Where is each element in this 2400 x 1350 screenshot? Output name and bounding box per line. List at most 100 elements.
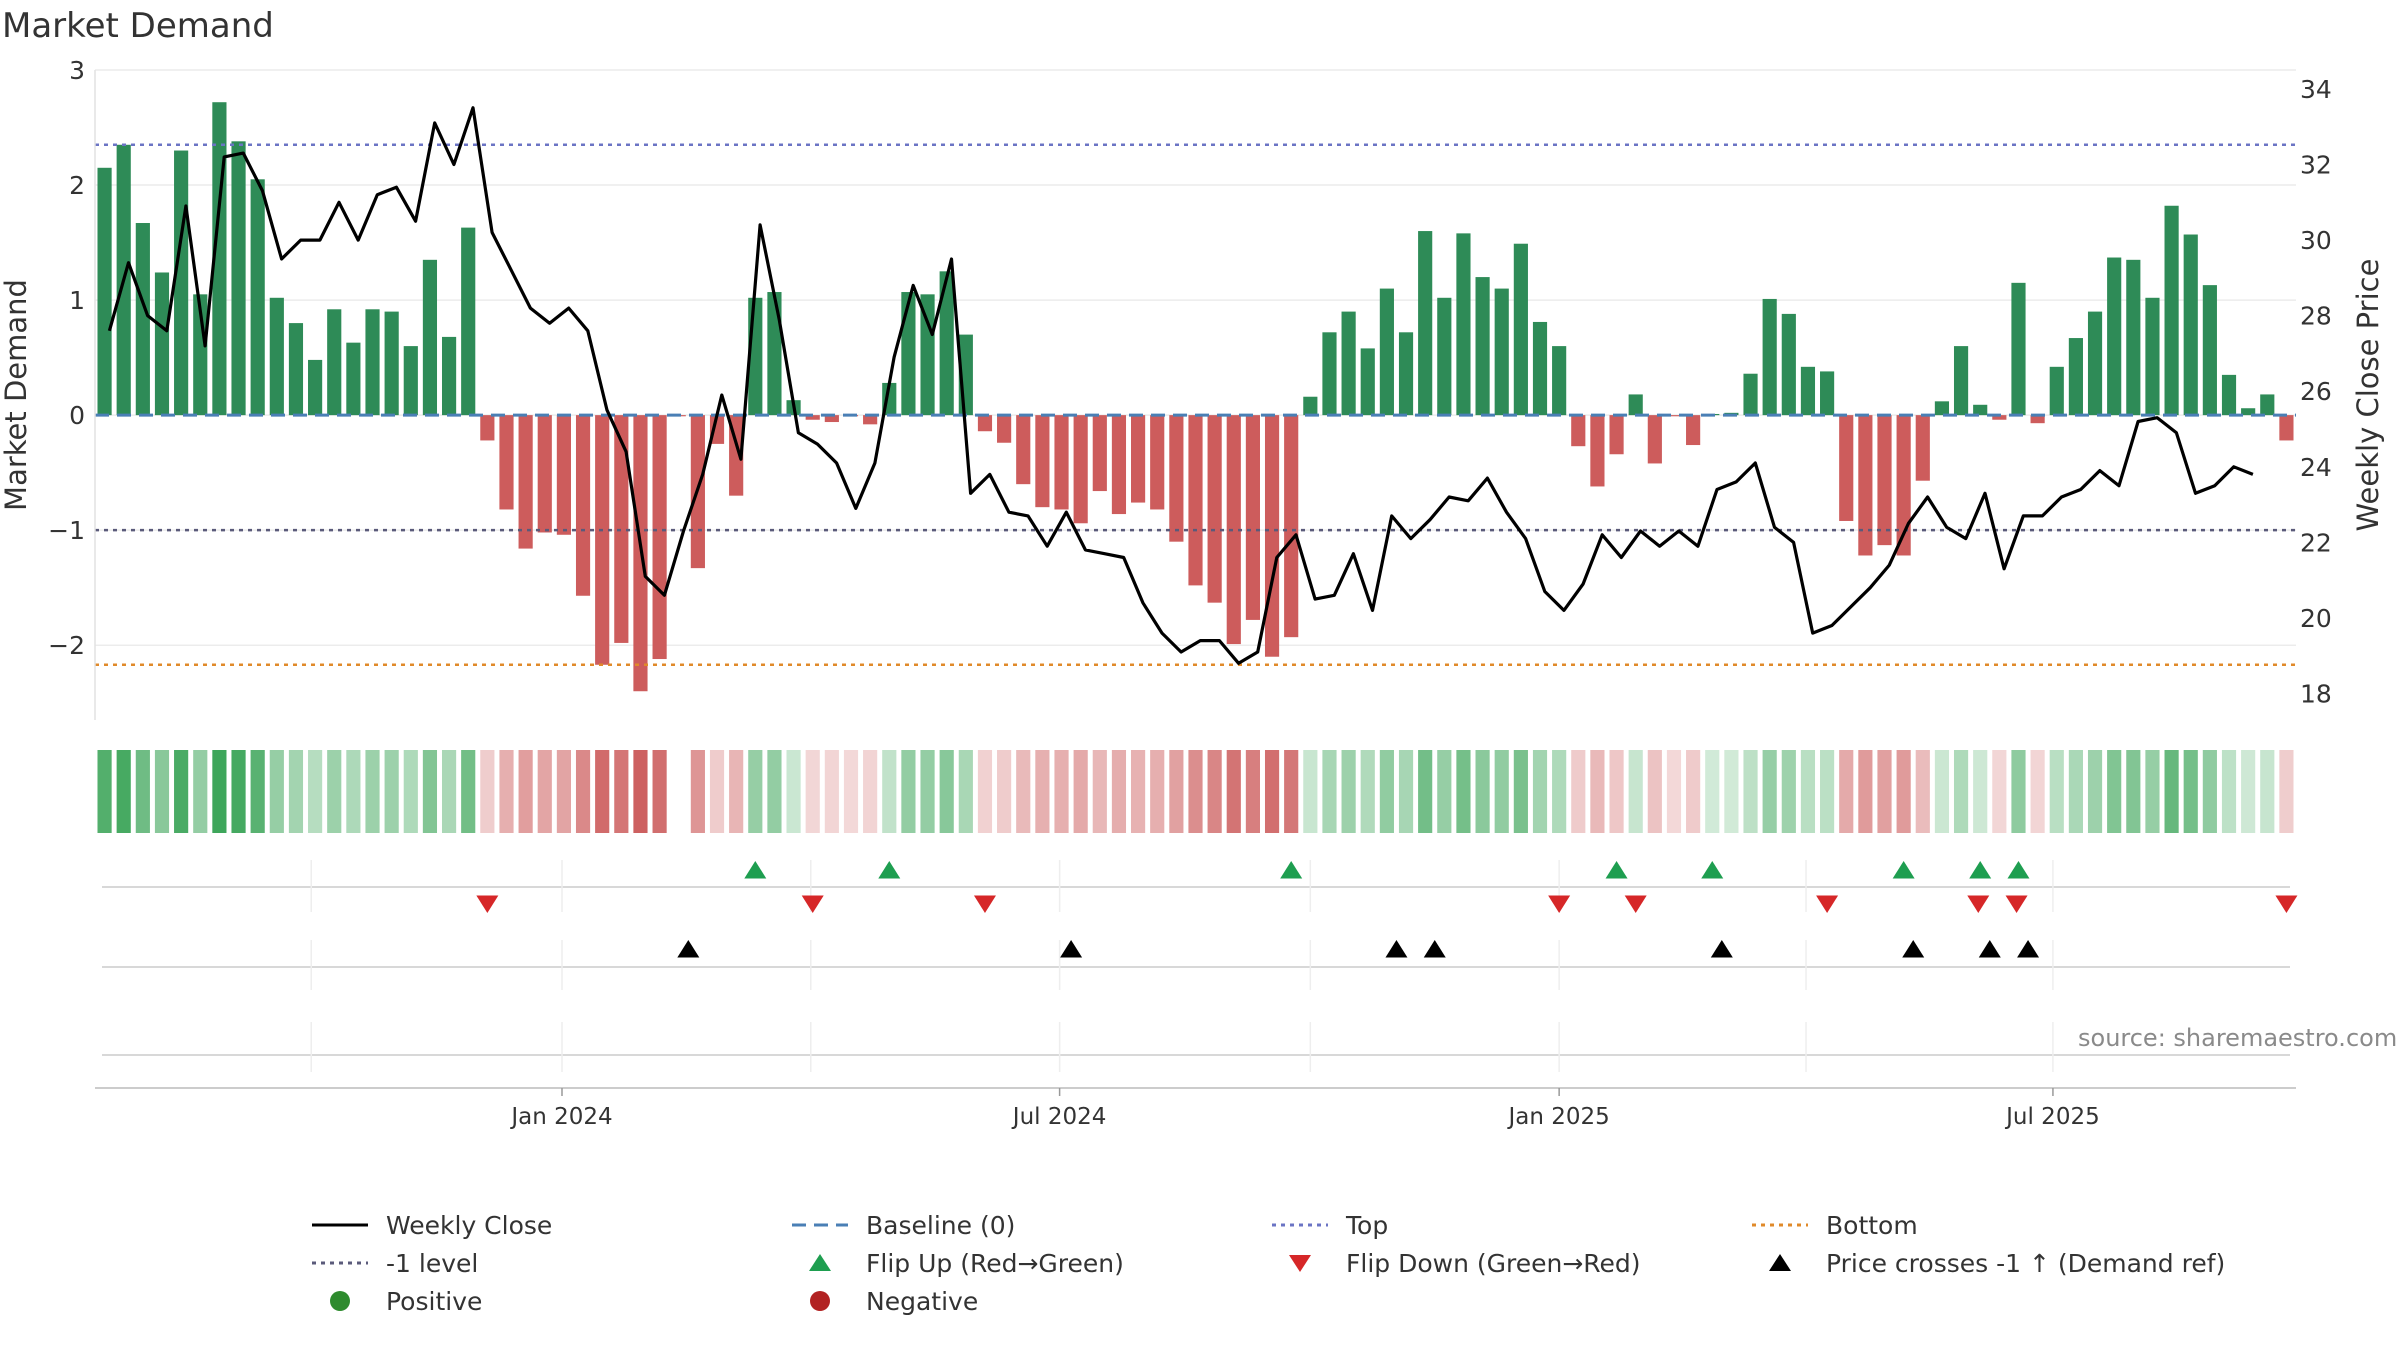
strip-cell-positive [231, 750, 246, 833]
demand-bar-positive [308, 359, 323, 416]
y-right-tick-label: 30 [2300, 226, 2332, 255]
legend-label: Price crosses -1 ↑ (Demand ref) [1826, 1248, 2226, 1278]
demand-bar-positive [327, 309, 342, 416]
strip-cell-positive [2011, 750, 2026, 833]
demand-bar-negative [1590, 415, 1605, 487]
demand-bar-positive [2202, 285, 2217, 416]
strip-cell-negative [843, 750, 859, 833]
strip-cell-positive [422, 750, 438, 833]
demand-bar-positive [1303, 396, 1318, 416]
demand-bar-negative [1839, 415, 1854, 521]
strip-cell-positive [1820, 750, 1835, 833]
strip-cell-negative [614, 750, 629, 833]
legend-item-negative: Negative [790, 1284, 978, 1318]
strip-cell-negative [729, 750, 744, 833]
demand-bar-negative [824, 415, 839, 423]
demand-bar-positive [2107, 257, 2122, 416]
strip-cell-negative [805, 750, 820, 833]
strip-cell-negative [1073, 750, 1088, 833]
strip-cell-positive [1934, 750, 1950, 833]
triangle-up-icon [809, 1254, 831, 1271]
flip-down-marker [476, 895, 499, 913]
legend-item-positive: Positive [310, 1284, 482, 1318]
strip-cell-positive [2260, 750, 2275, 833]
strip-cell-negative [1264, 750, 1280, 833]
strip-cell-negative [1877, 750, 1892, 833]
y-left-tick-label: −2 [48, 631, 85, 660]
price-cross-marker [1423, 940, 1446, 958]
demand-bar-positive [1360, 348, 1375, 416]
demand-bar-positive [365, 309, 380, 416]
strip-cell-positive [174, 750, 189, 833]
strip-cell-negative [1150, 750, 1165, 833]
strip-cell-positive [901, 750, 916, 833]
demand-bar-negative [977, 415, 993, 432]
strip-cell-positive [327, 750, 342, 833]
demand-bar-positive [346, 342, 361, 416]
demand-bar-positive [135, 223, 150, 416]
strip-cell-negative [537, 750, 552, 833]
strip-cell-positive [1437, 750, 1452, 833]
legend-item-flip-down: Flip Down (Green→Red) [1270, 1246, 1641, 1280]
flip-down-marker [2275, 895, 2298, 913]
dotted-swatch-icon [1272, 1223, 1328, 1227]
event-markers [102, 860, 2298, 1072]
price-cross-marker [2017, 940, 2040, 958]
strip-cell-positive [920, 750, 935, 833]
strip-cell-positive [1322, 750, 1337, 833]
circle-icon [810, 1291, 830, 1311]
demand-bar-negative [709, 415, 725, 444]
demand-bar-positive [1379, 288, 1394, 416]
demand-bar-positive [1437, 297, 1452, 416]
strip-cell-negative [1092, 750, 1107, 833]
demand-bar-negative [1226, 415, 1241, 645]
y-left-tick-label: 2 [69, 171, 85, 200]
demand-bar-positive [939, 271, 954, 416]
demand-bar-positive [1820, 371, 1835, 416]
demand-bar-positive [1456, 233, 1471, 416]
dash-swatch-icon [792, 1223, 848, 1227]
flip-up-marker [878, 861, 901, 879]
flip-up-marker [1892, 861, 1915, 879]
demand-bar-positive [2145, 297, 2160, 416]
source-note: source: sharemaestro.com [2078, 1024, 2398, 1052]
strip-cell-negative [1054, 750, 1069, 833]
y-right-tick-label: 22 [2300, 528, 2332, 557]
strip-cell-positive [1953, 750, 1969, 833]
weekly-close-series [107, 106, 2254, 665]
demand-bar-positive [193, 294, 208, 416]
strip-cell-positive [786, 750, 801, 833]
strip-cell-positive [1762, 750, 1777, 833]
strip-cell-positive [212, 750, 227, 833]
demand-bar-negative [480, 415, 495, 441]
demand-bar-negative [1131, 415, 1146, 503]
strip-cell-negative [863, 750, 878, 833]
strip-cell-positive [1379, 750, 1394, 833]
flip-up-marker [1605, 861, 1628, 879]
legend-item-baseline: Baseline (0) [790, 1208, 1015, 1242]
strip-cell-positive [2126, 750, 2141, 833]
strip-cell-negative [1035, 750, 1050, 833]
demand-bar-positive [1341, 311, 1356, 416]
demand-bar-positive [2011, 282, 2026, 416]
demand-bar-positive [1552, 346, 1567, 416]
demand-bar-positive [2126, 259, 2141, 416]
strip-cell-positive [882, 750, 897, 833]
dotted-swatch-icon [312, 1261, 368, 1265]
strip-cell-negative [499, 750, 514, 833]
y-right-tick-label: 18 [2300, 680, 2332, 709]
demand-bar-negative [1207, 415, 1222, 603]
demand-bar-negative [2030, 415, 2045, 424]
reference-lines [95, 143, 2296, 667]
demand-bar-positive [767, 292, 782, 416]
strip-cell-positive [1494, 750, 1509, 833]
strip-cell-negative [1686, 750, 1701, 833]
strip-cell-positive [1552, 750, 1567, 833]
demand-bar-positive [1398, 332, 1414, 416]
demand-bar-positive [2049, 366, 2064, 416]
y-right-tick-label: 20 [2300, 604, 2332, 633]
demand-bar-positive [1973, 404, 1988, 416]
demand-bar-negative [1647, 415, 1662, 464]
strip-cell-negative [575, 750, 591, 833]
demand-bar-negative [614, 415, 629, 643]
